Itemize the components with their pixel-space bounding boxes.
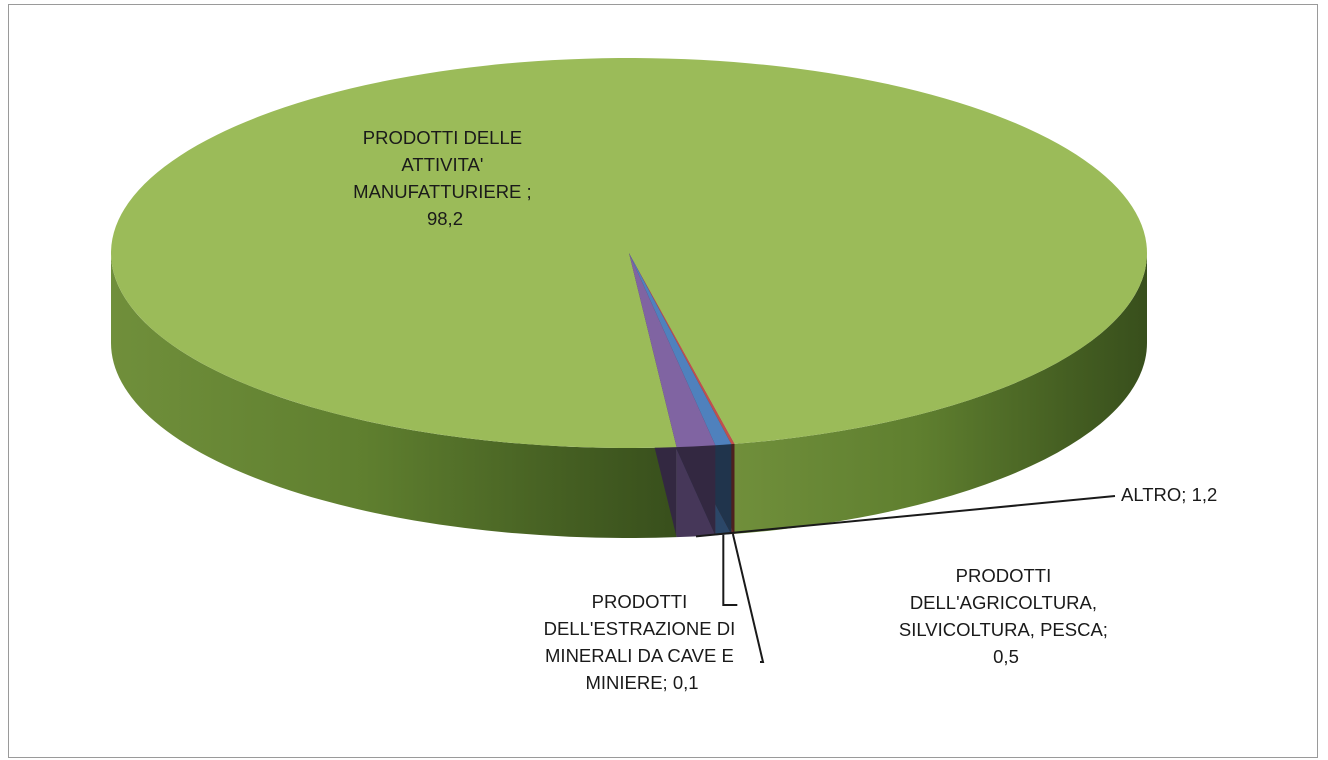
pie-slice-agricoltura xyxy=(629,253,732,446)
data-label-agricoltura: PRODOTTI DELL'AGRICOLTURA, SILVICOLTURA,… xyxy=(899,565,1113,667)
label-line: ATTIVITA' xyxy=(401,154,483,175)
label-line: PRODOTTI xyxy=(592,591,688,612)
data-label-estrazione: PRODOTTI DELL'ESTRAZIONE DI MINERALI DA … xyxy=(544,591,741,693)
pie-slice-altro xyxy=(629,253,716,448)
data-label-manufatturiere: PRODOTTI DELLE ATTIVITA' MANUFATTURIERE … xyxy=(353,127,537,229)
label-line: 0,5 xyxy=(993,646,1019,667)
label-line: PRODOTTI xyxy=(956,565,1052,586)
pie-tops xyxy=(110,58,1147,449)
pie-side-manufatturiere xyxy=(734,253,1147,534)
label-line: PRODOTTI DELLE xyxy=(363,127,522,148)
label-line: MINIERE; 0,1 xyxy=(585,672,698,693)
leader-lines xyxy=(695,495,1116,663)
leader-line-agricoltura xyxy=(722,534,738,606)
leader-line-altro xyxy=(695,495,1116,538)
data-label-altro: ALTRO; 1,2 xyxy=(1121,484,1217,505)
label-line: MANUFATTURIERE ; xyxy=(353,181,532,202)
leader-line-estrazione xyxy=(731,533,765,663)
pie-slice-manufatturiere xyxy=(110,58,1147,449)
pie-side-manufatturiere xyxy=(111,253,677,538)
pie-chart: PRODOTTI DELLE ATTIVITA' MANUFATTURIERE … xyxy=(110,58,1217,693)
label-line: DELL'ESTRAZIONE DI xyxy=(544,618,736,639)
label-line: SILVICOLTURA, PESCA; xyxy=(899,619,1108,640)
label-line: DELL'AGRICOLTURA, xyxy=(910,592,1097,613)
label-line: 98,2 xyxy=(427,208,463,229)
chart-area: PRODOTTI DELLE ATTIVITA' MANUFATTURIERE … xyxy=(8,4,1318,758)
label-line: MINERALI DA CAVE E xyxy=(545,645,734,666)
pie-slice-estrazione xyxy=(629,253,735,445)
label-line: ALTRO; 1,2 xyxy=(1121,484,1217,505)
